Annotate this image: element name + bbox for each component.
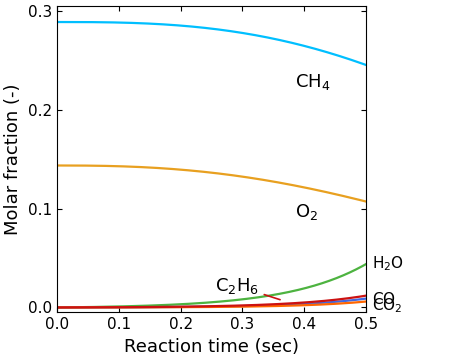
Text: $\mathregular{C_2H_6}$: $\mathregular{C_2H_6}$	[215, 276, 280, 300]
Text: $\mathregular{CH_4}$: $\mathregular{CH_4}$	[295, 72, 331, 92]
X-axis label: Reaction time (sec): Reaction time (sec)	[124, 338, 299, 356]
Text: $\mathregular{CO_2}$: $\mathregular{CO_2}$	[373, 296, 403, 315]
Text: $\mathregular{O_2}$: $\mathregular{O_2}$	[295, 202, 318, 222]
Y-axis label: Molar fraction (-): Molar fraction (-)	[4, 83, 22, 235]
Text: $\mathregular{H_2O}$: $\mathregular{H_2O}$	[373, 255, 405, 273]
Text: $\mathregular{CO}$: $\mathregular{CO}$	[373, 291, 396, 307]
